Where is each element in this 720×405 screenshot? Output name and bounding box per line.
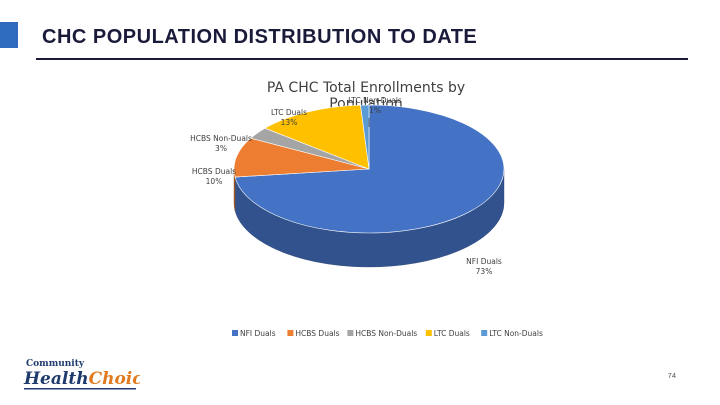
slice-label-value-hcbs-non-duals: 3%: [215, 144, 227, 153]
pie-slice-nfi-duals: [234, 104, 505, 234]
title-accent-bar: [0, 22, 18, 48]
legend-swatch-nfi-duals: [232, 330, 238, 336]
pie-slice-ltc-duals: [264, 104, 370, 170]
legend-swatch-hcbs-duals: [287, 330, 294, 336]
slice-label-value-hcbs-duals: 10%: [206, 177, 223, 186]
slice-label-name-nfi-duals: NFI Duals: [466, 257, 502, 266]
slice-label-value-ltc-duals: 13%: [281, 118, 298, 127]
slice-label-name-ltc-non-duals: LTC Non-Duals: [348, 96, 402, 105]
legend-swatch-ltc-duals: [425, 330, 432, 336]
logo-choices: Choices: [89, 369, 140, 389]
legend-label-ltc-duals: LTC Duals: [434, 329, 470, 338]
chart-title-line-1: PA CHC Total Enrollments by: [267, 80, 465, 96]
slice-label-name-hcbs-duals: HCBS Duals: [192, 167, 236, 176]
slice-label-name-ltc-duals: LTC Duals: [271, 108, 307, 117]
logo-health: Health: [23, 369, 89, 389]
community-healthchoices-logo: Community HealthChoices: [23, 359, 140, 390]
slice-label-name-hcbs-non-duals: HCBS Non-Duals: [190, 134, 252, 143]
slide-title: CHC POPULATION DISTRIBUTION TO DATE: [42, 26, 478, 48]
pie-slice-hcbs-duals: [233, 137, 370, 178]
page-number: 74: [667, 371, 676, 380]
pie-top: [233, 104, 505, 234]
legend-label-ltc-non-duals: LTC Non-Duals: [489, 329, 543, 338]
legend-swatch-hcbs-non-duals: [347, 330, 354, 336]
legend-label-nfi-duals: NFI Duals: [240, 329, 276, 338]
logo-underline: [24, 388, 136, 390]
logo-line-2: HealthChoices: [23, 369, 140, 389]
title-underline: [36, 58, 688, 60]
legend-label-hcbs-non-duals: HCBS Non-Duals: [355, 329, 417, 338]
slice-label-value-ltc-non-duals: 1%: [369, 106, 381, 115]
logo-line-1: Community: [26, 359, 85, 369]
chart-legend: NFI Duals HCBS Duals HCBS Non-Duals LTC Dua…: [232, 329, 543, 338]
slice-label-value-nfi-duals: 73%: [476, 267, 493, 276]
legend-swatch-ltc-non-duals: [481, 330, 488, 336]
legend-label-hcbs-duals: HCBS Duals: [295, 329, 339, 338]
pie-slice-ltc-non-duals: [360, 104, 370, 170]
